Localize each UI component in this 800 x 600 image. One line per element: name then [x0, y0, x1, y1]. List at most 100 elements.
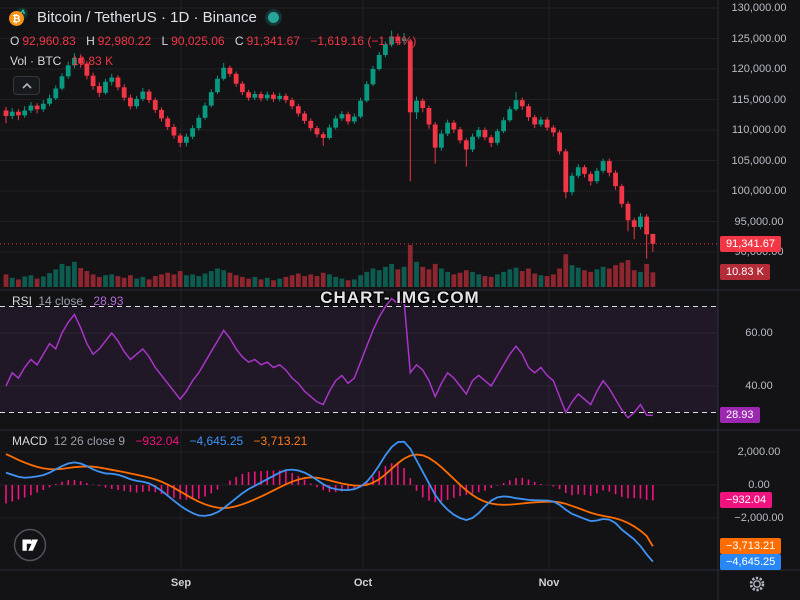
- candle: [513, 100, 519, 110]
- candle: [451, 122, 457, 130]
- volume-bar: [470, 271, 475, 287]
- candle: [246, 92, 251, 98]
- volume-bar: [258, 279, 264, 287]
- candle: [146, 91, 152, 101]
- month-label[interactable]: Sep: [170, 577, 192, 589]
- candle: [582, 167, 587, 174]
- volume-bar: [638, 271, 643, 287]
- candle: [426, 108, 432, 125]
- candle: [3, 110, 9, 116]
- svg-text:₿: ₿: [12, 13, 20, 25]
- axis-label: 130,000.00: [731, 2, 787, 14]
- candle: [507, 109, 513, 121]
- volume-bar: [370, 268, 376, 287]
- volume-bar: [59, 263, 65, 287]
- candle: [320, 134, 326, 138]
- volume-bar: [159, 274, 164, 287]
- candle: [190, 128, 195, 137]
- volume-bar: [613, 265, 618, 287]
- volume-label: Vol · BTC: [10, 54, 62, 68]
- volume-bar: [569, 265, 575, 287]
- candle: [53, 88, 59, 99]
- candle: [90, 75, 96, 87]
- volume-bar: [501, 271, 506, 287]
- volume-bar: [339, 278, 345, 287]
- volume-badge: 10.83 K: [720, 264, 770, 280]
- time-axis[interactable]: Sep Oct Nov: [0, 570, 800, 600]
- axis-label: 105,000.00: [731, 154, 787, 167]
- volume-bar: [227, 272, 233, 287]
- candle: [575, 167, 581, 176]
- candle: [501, 120, 506, 132]
- candle: [370, 69, 376, 85]
- volume-bar: [84, 271, 90, 287]
- candle: [165, 118, 171, 127]
- candle: [16, 111, 21, 116]
- volume-bar: [463, 270, 469, 287]
- candle: [115, 77, 121, 88]
- month-label[interactable]: Oct: [353, 577, 373, 589]
- volume-bar: [22, 276, 28, 287]
- candle: [183, 136, 189, 143]
- candle: [252, 94, 258, 98]
- volume-bar: [600, 266, 606, 287]
- volume-bar: [383, 266, 388, 287]
- volume-bar: [165, 272, 171, 287]
- candle: [177, 135, 183, 143]
- volume-bar: [594, 269, 600, 287]
- candle: [445, 122, 451, 134]
- volume-bar: [619, 262, 625, 287]
- volume-bar: [302, 276, 307, 287]
- volume-bar: [171, 274, 177, 287]
- candle: [414, 100, 419, 113]
- volume-bar: [407, 245, 413, 287]
- candle: [482, 130, 488, 138]
- candle: [476, 130, 482, 137]
- candle: [40, 103, 46, 110]
- candle: [258, 94, 264, 99]
- candle: [563, 151, 569, 193]
- volume-bar: [507, 269, 513, 287]
- candle: [314, 128, 320, 135]
- main-pane-legend: ₿ Bitcoin / TetherUS · 1D · Binance O 92,…: [8, 6, 416, 68]
- candle: [389, 36, 395, 45]
- volume-bar: [395, 269, 401, 287]
- candle: [277, 95, 283, 99]
- volume-bar: [152, 276, 158, 287]
- volume-bar: [451, 274, 457, 287]
- candle: [22, 110, 28, 116]
- volume-bar: [420, 266, 426, 287]
- btc-pair-icon: ₿: [9, 7, 28, 26]
- price-axis[interactable]: 130,000.00 125,000.00 120,000.00 115,000.00…: [718, 0, 800, 570]
- candle: [532, 117, 538, 125]
- candle: [103, 81, 108, 93]
- candle: [619, 186, 625, 204]
- month-label[interactable]: Nov: [538, 577, 560, 589]
- volume-bar: [544, 276, 550, 287]
- tradingview-logo[interactable]: [13, 528, 47, 562]
- volume-bar: [631, 270, 637, 287]
- collapse-toolbar-button[interactable]: [13, 76, 40, 95]
- candle: [308, 120, 314, 129]
- macd-line: [5, 440, 654, 563]
- volume-bar: [177, 271, 183, 287]
- candle: [650, 233, 656, 244]
- candle: [152, 100, 158, 110]
- volume-bar: [333, 276, 339, 287]
- volume-bar: [606, 268, 612, 287]
- volume-bar: [9, 277, 15, 287]
- volume-bar: [140, 276, 146, 287]
- candle: [625, 203, 631, 221]
- volume-bar: [550, 274, 556, 287]
- axis-label: −2,000.00: [734, 512, 784, 524]
- volume-bar: [364, 271, 370, 287]
- rsi-pane-legend: RSI 14 close 28.93: [12, 294, 123, 308]
- candle: [327, 127, 332, 138]
- candle: [339, 114, 345, 119]
- candle: [208, 92, 214, 106]
- candle: [96, 86, 102, 93]
- candle: [202, 105, 208, 118]
- gear-icon[interactable]: [747, 574, 767, 594]
